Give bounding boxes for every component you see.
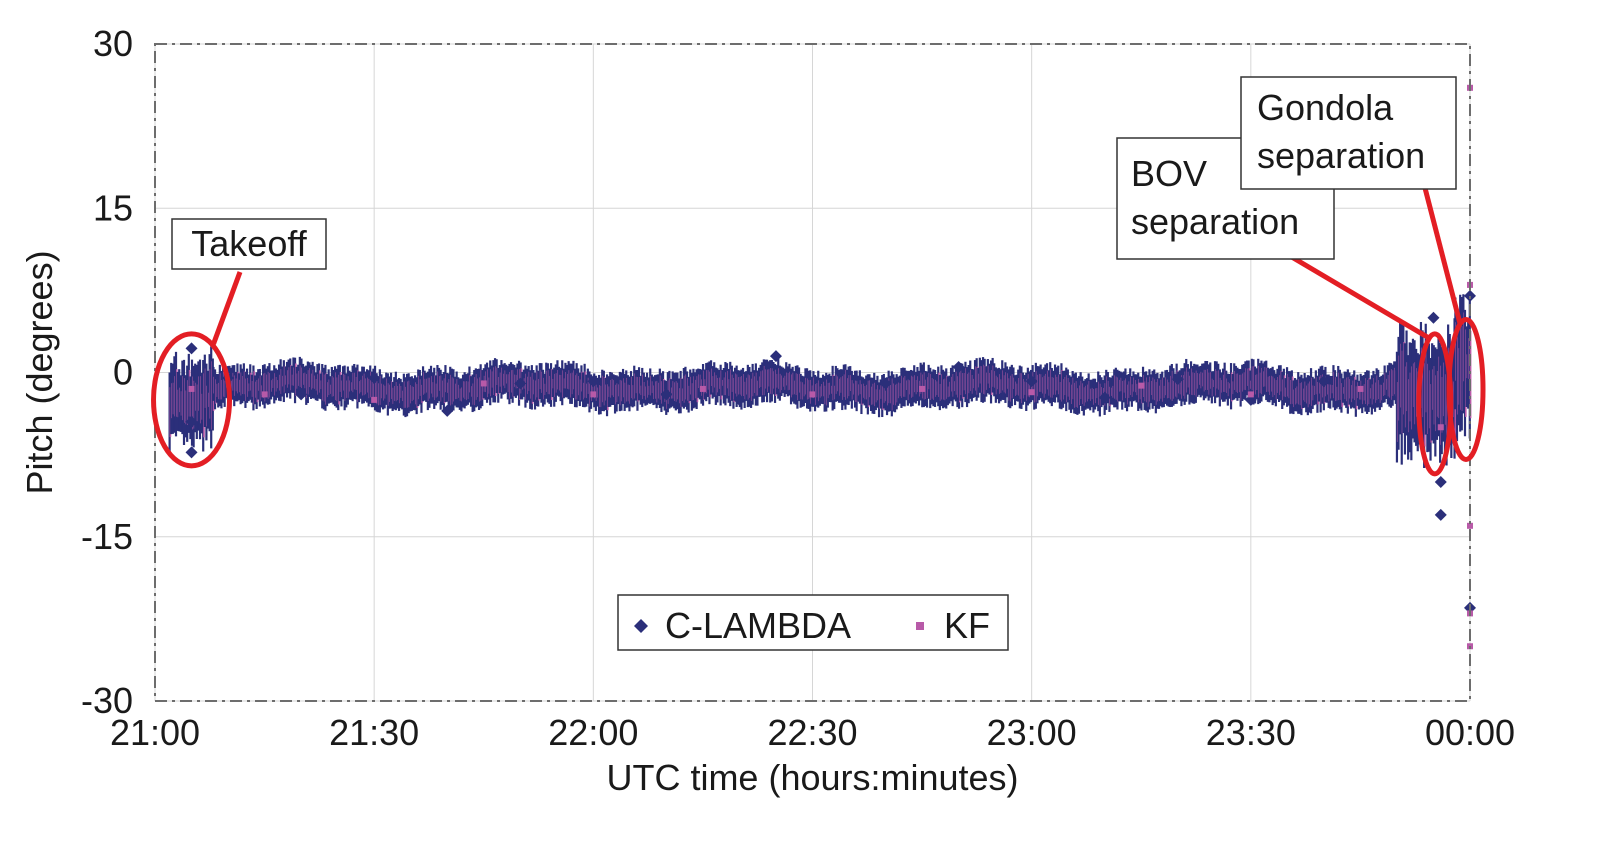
bov-leader [1288, 253, 1431, 341]
legend-label: C-LAMBDA [665, 605, 851, 646]
point-kf [1028, 389, 1035, 396]
gondola-leader [1422, 187, 1463, 325]
point-clambda [733, 393, 746, 406]
legend-label: KF [944, 605, 990, 646]
x-tick-label: 22:30 [767, 712, 857, 753]
point-kf [1357, 385, 1364, 392]
plot-area-frame [154, 43, 1471, 702]
point-kf [919, 385, 926, 392]
point-clambda [769, 350, 782, 363]
annotations: Takeoff BOV separation Gondola separation [151, 76, 1486, 477]
x-tick-label: 00:00 [1425, 712, 1515, 753]
gondola-label-box [1240, 76, 1457, 190]
y-axis-ticks: 30 15 0 -15 -30 [81, 23, 133, 721]
point-clambda [879, 377, 892, 390]
legend-box [617, 594, 1009, 651]
takeoff-label-box [171, 218, 327, 270]
point-clambda [1434, 476, 1447, 488]
legend-items: C-LAMBDA KF [634, 605, 990, 646]
bov-label-line1: BOV [1131, 153, 1207, 194]
point-clambda [1427, 311, 1440, 324]
y-tick-label: -30 [81, 680, 133, 721]
point-clambda [1025, 375, 1038, 388]
takeoff-label: Takeoff [191, 223, 307, 264]
point-kf [590, 391, 597, 398]
point-clambda [1171, 373, 1184, 386]
gondola-label-line2: separation [1257, 135, 1425, 176]
gondola-ellipse [1446, 316, 1486, 462]
point-clambda [295, 388, 308, 401]
point-clambda [514, 377, 527, 390]
point-clambda [368, 371, 381, 384]
point-clambda [1098, 391, 1111, 404]
point-clambda [1434, 508, 1447, 521]
x-axis-title: UTC time (hours:minutes) [606, 757, 1018, 798]
point-clambda [952, 361, 965, 374]
point-kf [371, 396, 378, 403]
data-band [168, 294, 1472, 469]
x-tick-label: 23:00 [987, 712, 1077, 753]
x-tick-label: 22:00 [548, 712, 638, 753]
x-tick-label: 23:30 [1206, 712, 1296, 753]
point-clambda [185, 446, 198, 459]
point-kf [261, 391, 268, 398]
bov-label-line2: separation [1131, 201, 1299, 242]
legend-marker-kf [916, 622, 924, 630]
point-kf [1467, 522, 1473, 529]
x-tick-label: 21:30 [329, 712, 419, 753]
point-clambda [185, 415, 198, 428]
y-tick-label: 30 [93, 23, 133, 64]
takeoff-leader [211, 271, 243, 345]
point-kf [809, 391, 816, 398]
point-clambda [660, 388, 673, 401]
point-kf [480, 380, 487, 387]
x-tick-label: 21:00 [110, 712, 200, 753]
point-kf [1138, 382, 1145, 389]
point-kf [699, 385, 706, 392]
point-kf [188, 385, 195, 392]
x-axis-ticks: 21:00 21:30 22:00 22:30 23:00 23:30 00:00 [110, 712, 1515, 753]
legend-marker-clambda [634, 619, 648, 633]
y-tick-label: -15 [81, 516, 133, 557]
point-clambda [441, 404, 454, 417]
point-clambda [1317, 375, 1330, 388]
point-clambda [587, 375, 600, 388]
gondola-label-line1: Gondola [1257, 87, 1394, 128]
y-tick-label: 0 [113, 352, 133, 393]
legend: C-LAMBDA KF [617, 594, 1009, 651]
y-axis-title: Pitch (degrees) [19, 250, 60, 494]
takeoff-ellipse [151, 331, 233, 469]
y-tick-label: 15 [93, 187, 133, 228]
point-clambda [1464, 289, 1476, 302]
point-clambda [185, 342, 198, 355]
point-kf [1437, 424, 1444, 431]
point-kf [1247, 391, 1254, 398]
